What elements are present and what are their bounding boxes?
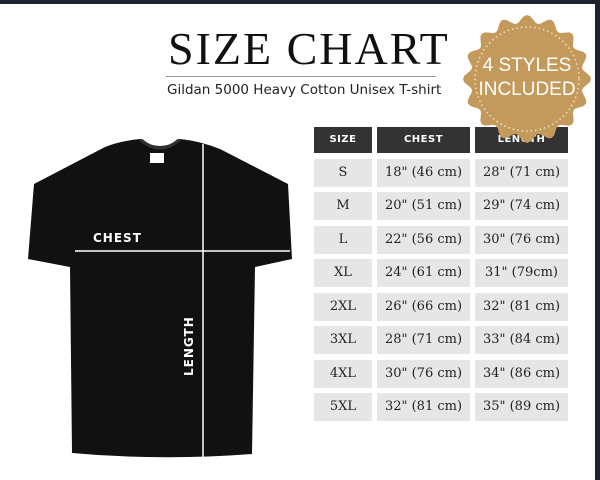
tshirt-illustration bbox=[28, 139, 292, 459]
table-row: 3XL 28" (71 cm) 33" (84 cm) bbox=[314, 326, 573, 354]
size-cell: 3XL bbox=[314, 326, 372, 354]
chest-cell: 24" (61 cm) bbox=[377, 259, 470, 287]
table-row: 4XL 30" (76 cm) 34" (86 cm) bbox=[314, 359, 573, 388]
length-label: LENGTH bbox=[182, 316, 196, 376]
size-table: SIZE CHEST LENGTH S 18" (46 cm) 28" (71 cm… bbox=[314, 127, 573, 427]
size-cell: L bbox=[314, 225, 372, 254]
page-title: SIZE CHART bbox=[168, 23, 450, 74]
length-cell: 29" (74 cm) bbox=[475, 192, 568, 220]
table-row: 5XL 32" (81 cm) 35" (89 cm) bbox=[314, 393, 573, 421]
length-cell: 32" (81 cm) bbox=[475, 292, 568, 321]
chest-label: CHEST bbox=[93, 231, 142, 245]
size-cell: 4XL bbox=[314, 359, 372, 388]
size-chart: SIZE CHART Gildan 5000 Heavy Cotton Unis… bbox=[0, 4, 595, 480]
table-row: S 18" (46 cm) 28" (71 cm) bbox=[314, 158, 573, 187]
size-cell: 5XL bbox=[314, 393, 372, 421]
chest-cell: 18" (46 cm) bbox=[377, 158, 470, 187]
badge-text: 4 STYLES INCLUDED bbox=[462, 54, 592, 102]
chest-cell: 30" (76 cm) bbox=[377, 359, 470, 388]
subtitle: Gildan 5000 Heavy Cotton Unisex T-shirt bbox=[167, 82, 442, 98]
length-cell: 31" (79cm) bbox=[475, 259, 568, 287]
badge-line-1: 4 STYLES bbox=[482, 55, 572, 76]
length-cell: 35" (89 cm) bbox=[475, 393, 568, 421]
length-cell: 33" (84 cm) bbox=[475, 326, 568, 354]
size-cell: 2XL bbox=[314, 292, 372, 321]
size-cell: M bbox=[314, 192, 372, 220]
chest-cell: 20" (51 cm) bbox=[377, 192, 470, 220]
length-cell: 30" (76 cm) bbox=[475, 225, 568, 254]
table-row: 2XL 26" (66 cm) 32" (81 cm) bbox=[314, 292, 573, 321]
table-row: M 20" (51 cm) 29" (74 cm) bbox=[314, 192, 573, 220]
table-row: L 22" (56 cm) 30" (76 cm) bbox=[314, 225, 573, 254]
chest-cell: 26" (66 cm) bbox=[377, 292, 470, 321]
length-cell: 34" (86 cm) bbox=[475, 359, 568, 388]
badge-seal-icon bbox=[463, 15, 591, 143]
size-cell: XL bbox=[314, 259, 372, 287]
size-cell: S bbox=[314, 158, 372, 187]
table-row: XL 24" (61 cm) 31" (79cm) bbox=[314, 259, 573, 287]
chest-cell: 28" (71 cm) bbox=[377, 326, 470, 354]
title-divider bbox=[166, 76, 436, 77]
chest-cell: 22" (56 cm) bbox=[377, 225, 470, 254]
length-cell: 28" (71 cm) bbox=[475, 158, 568, 187]
chest-cell: 32" (81 cm) bbox=[377, 393, 470, 421]
badge-line-2: INCLUDED bbox=[478, 79, 576, 100]
header-chest: CHEST bbox=[377, 127, 470, 153]
header-size: SIZE bbox=[314, 127, 372, 153]
